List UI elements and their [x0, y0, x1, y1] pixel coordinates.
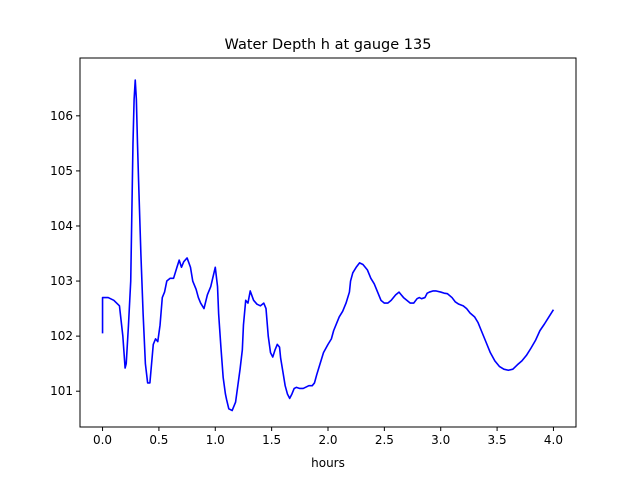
x-tick-label: 0.0 [93, 433, 112, 447]
x-tick-label: 1.0 [206, 433, 225, 447]
x-tick-label: 3.0 [431, 433, 450, 447]
x-tick-label: 4.0 [544, 433, 563, 447]
series-line-0 [101, 79, 555, 412]
x-tick-label: 2.0 [318, 433, 337, 447]
x-tick-label: 0.5 [149, 433, 168, 447]
y-tick-label: 101 [50, 384, 73, 398]
x-tick-label: 1.5 [262, 433, 281, 447]
y-tick-label: 105 [50, 164, 73, 178]
y-axis-ticks: 101 102 103 104 105 106 [50, 109, 80, 398]
x-axis-ticks: 0.0 0.5 1.0 1.5 2.0 2.5 3.0 3.5 4.0 [93, 427, 563, 447]
x-tick-label: 3.5 [488, 433, 507, 447]
y-tick-label: 102 [50, 329, 73, 343]
x-tick-label: 2.5 [375, 433, 394, 447]
chart-title: Water Depth h at gauge 135 [225, 37, 432, 53]
y-tick-label: 103 [50, 274, 73, 288]
y-tick-label: 104 [50, 219, 73, 233]
y-tick-label: 106 [50, 109, 73, 123]
x-axis-label: hours [311, 456, 345, 470]
plot-area [101, 79, 555, 412]
